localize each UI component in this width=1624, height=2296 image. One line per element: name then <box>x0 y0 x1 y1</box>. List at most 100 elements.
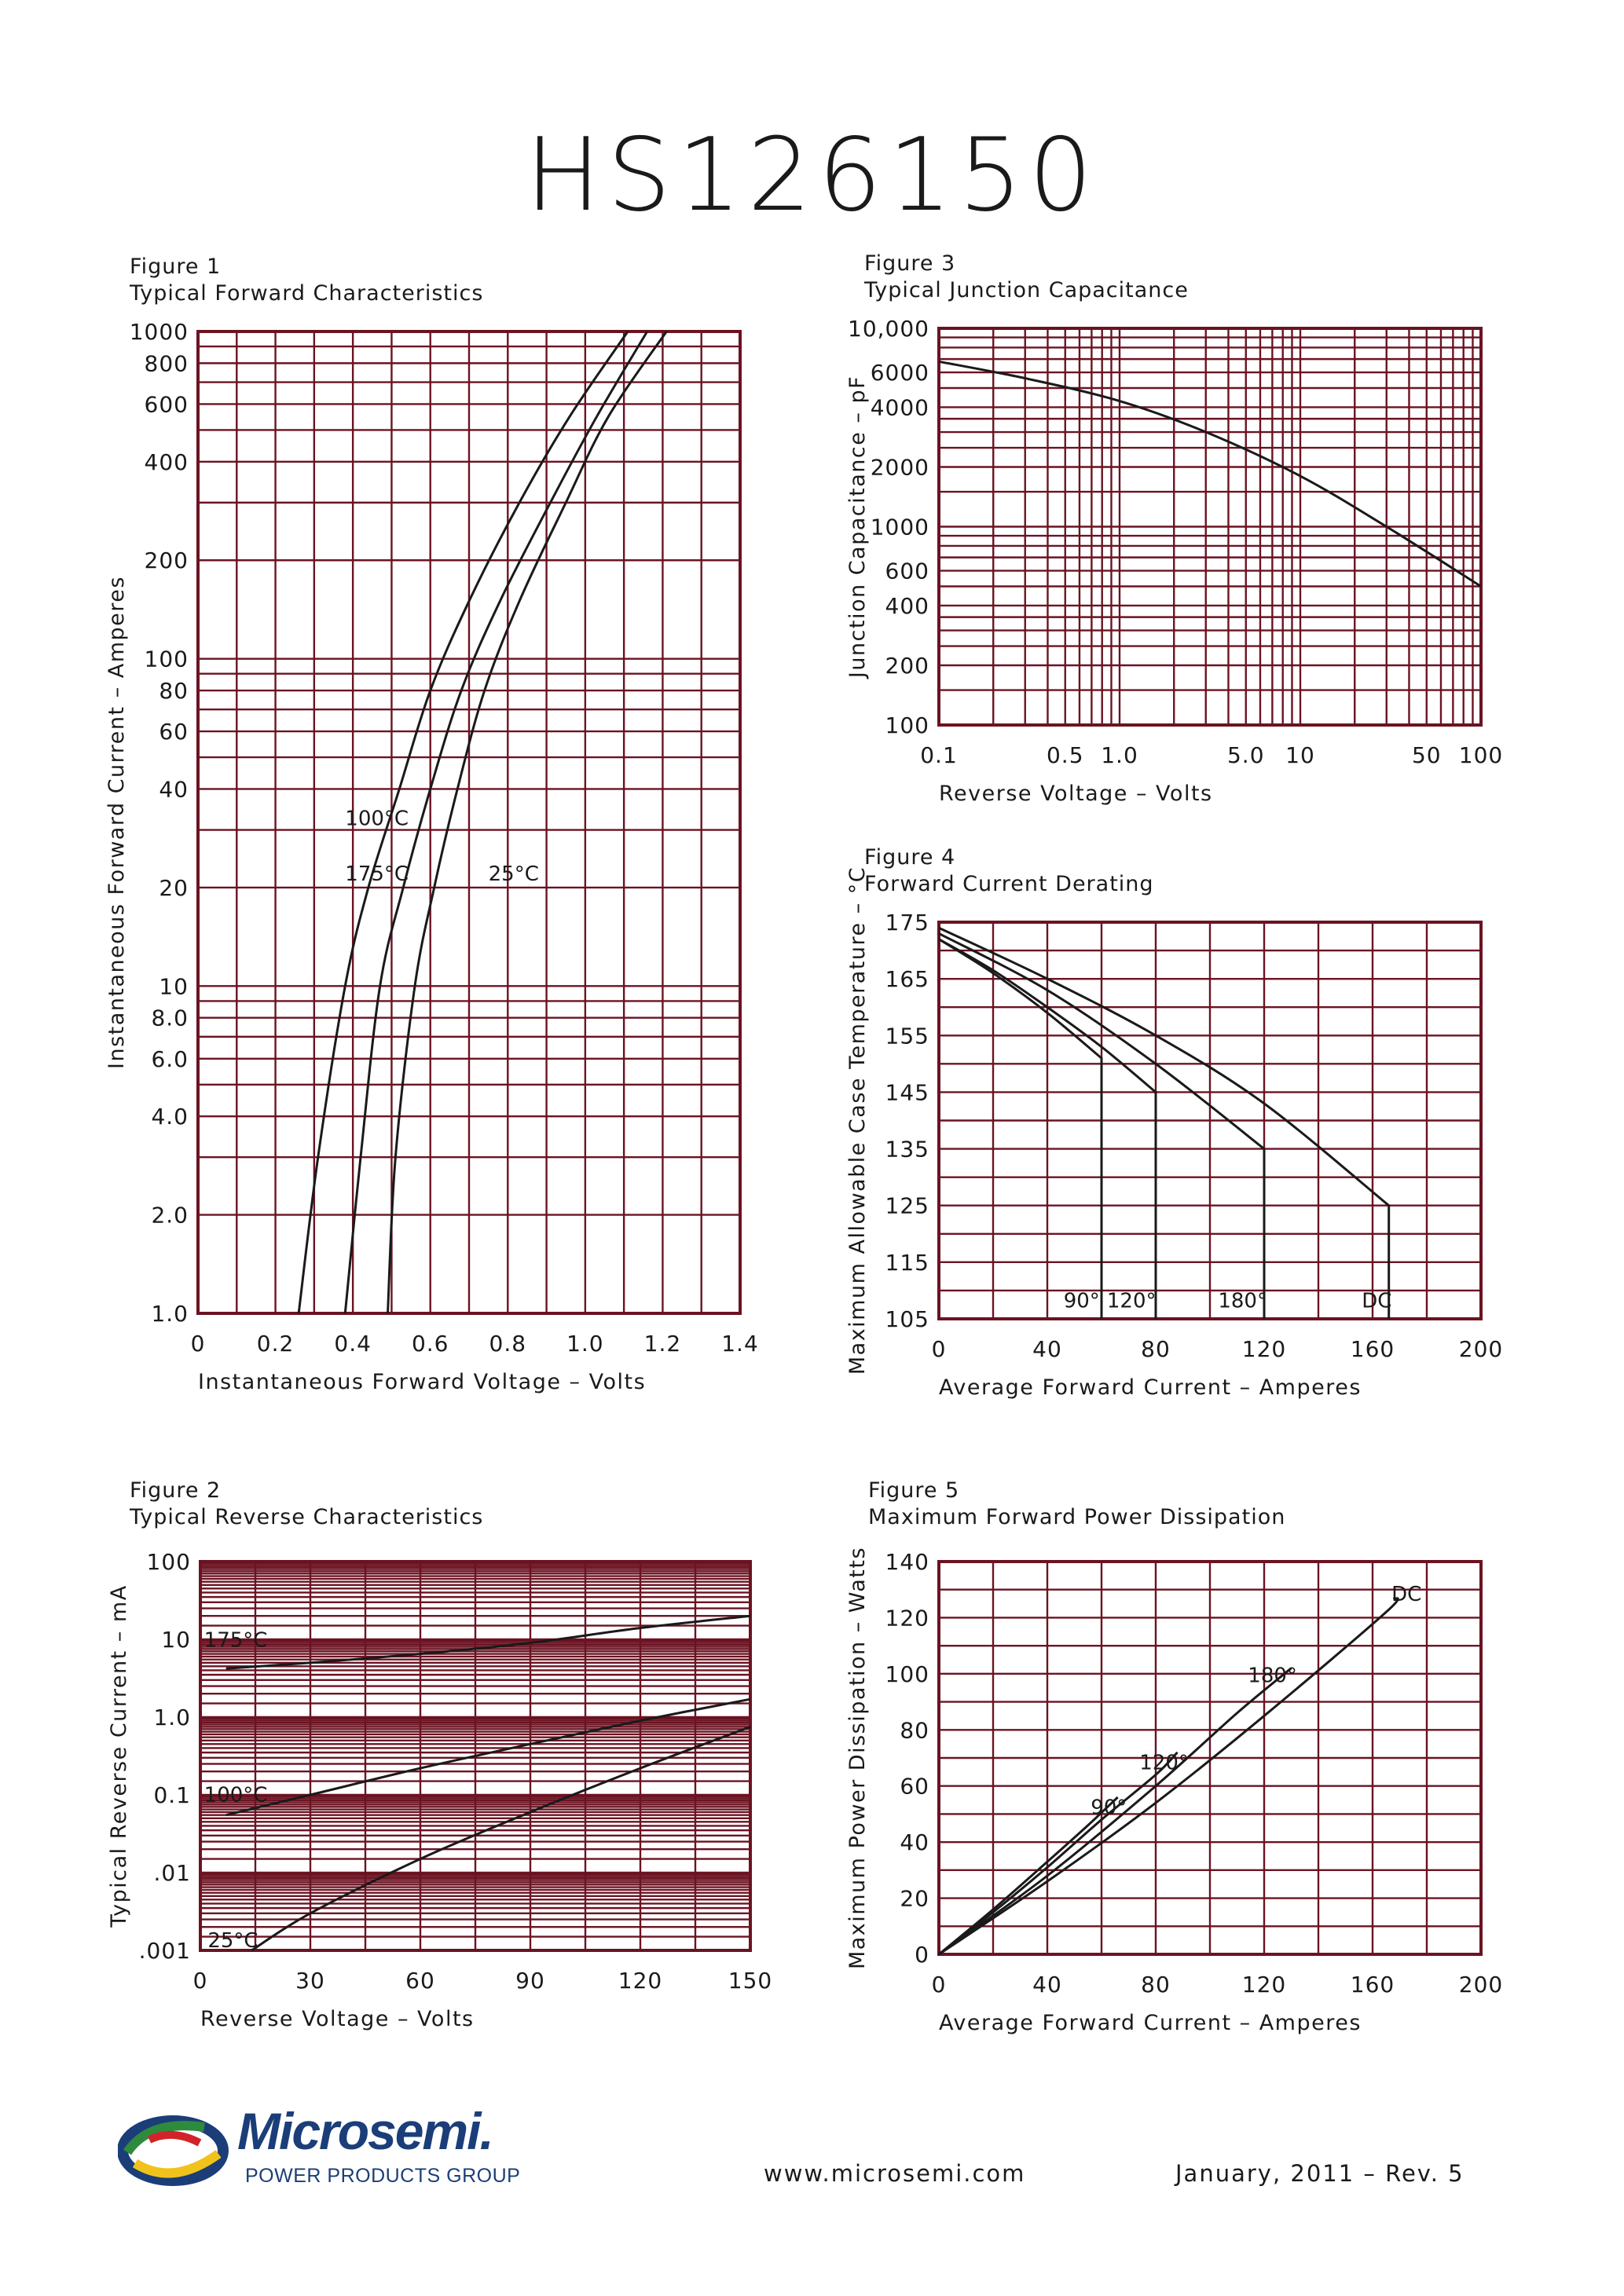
figure-4-chart: 0 40 80 120 160 200 105 115 125 135 145 155 165 175 Av… <box>845 866 1502 1400</box>
y-tick-label: 800 <box>145 350 189 376</box>
x-tick-label: 120 <box>1242 1336 1286 1362</box>
x-tick-label: 0.6 <box>412 1331 449 1357</box>
figure-5-chart: 0 40 80 120 160 200 0 20 40 60 80 100 120 140 Average … <box>845 1547 1503 2035</box>
x-tick-label: 100 <box>1459 742 1503 768</box>
y-tick-label: 120 <box>885 1605 929 1631</box>
y-tick-label: 1.0 <box>153 1705 191 1730</box>
y-tick-label: 145 <box>885 1079 929 1105</box>
series-line-120 <box>938 1751 1179 1956</box>
series-annotation: 25°C <box>489 862 539 886</box>
plot-frame <box>196 330 742 1315</box>
x-tick-label: 150 <box>728 1968 772 1994</box>
x-tick-label: 1.2 <box>644 1331 682 1357</box>
y-tick-label: 6000 <box>871 360 929 386</box>
y-tick-label: 100 <box>145 646 189 672</box>
series-annotation: 25°C <box>207 1929 258 1953</box>
footer-url: www.microsemi.com <box>764 2160 1026 2187</box>
y-tick-label: 115 <box>885 1250 929 1276</box>
grid <box>196 330 742 1315</box>
y-axis-label: Typical Reverse Current – mA <box>107 1584 131 1928</box>
plot-frame <box>199 1560 752 1952</box>
y-tick-label: 600 <box>145 391 189 417</box>
series-annotation: 175°C <box>345 862 409 886</box>
y-tick-label: 1000 <box>130 319 189 345</box>
figure-3-chart: 0.1 0.5 1.0 5.0 10 50 100 100 200 400 600 1000 2000 4… <box>845 316 1503 806</box>
footer-date: January, 2011 – Rev. 5 <box>1175 2160 1465 2187</box>
figure-number: Figure 5 <box>868 1478 960 1503</box>
x-tick-label: 80 <box>1141 1336 1171 1362</box>
x-tick-label: 0 <box>932 1972 947 1998</box>
x-axis-label: Instantaneous Forward Voltage – Volts <box>198 1370 646 1394</box>
series-line-100C <box>343 331 649 1314</box>
y-tick-label: 60 <box>900 1774 929 1800</box>
series-line-180 <box>938 932 1266 1319</box>
logo-swirl-icon <box>118 2115 229 2186</box>
y-tick-label: 4.0 <box>151 1104 189 1130</box>
x-tick-label: 5.0 <box>1227 742 1265 768</box>
logo-wordmark: Microsemi. <box>237 2102 494 2160</box>
y-tick-label: 1000 <box>871 514 929 540</box>
y-tick-label: 60 <box>159 719 189 745</box>
series-line-120 <box>938 938 1157 1319</box>
x-axis-label: Reverse Voltage – Volts <box>939 782 1213 806</box>
x-tick-label: 0 <box>191 1331 206 1357</box>
y-axis-label: Instantaneous Forward Current – Amperes <box>104 576 129 1069</box>
figure-1: Figure 1 Typical Forward Characteristics… <box>104 255 907 1406</box>
y-tick-label: 2000 <box>871 454 929 480</box>
y-tick-label: 40 <box>159 776 189 802</box>
series-line-100C <box>225 1697 751 1817</box>
x-tick-label: 0.2 <box>257 1331 295 1357</box>
figure-number: Figure 4 <box>864 845 956 870</box>
grid <box>937 327 1483 727</box>
x-tick-label: 160 <box>1351 1972 1395 1998</box>
x-tick-label: 0.5 <box>1047 742 1084 768</box>
figure-title: Typical Junction Capacitance <box>864 278 1189 302</box>
grid <box>199 1560 752 1952</box>
y-tick-label: 600 <box>885 558 929 584</box>
y-tick-label: 10 <box>161 1627 191 1653</box>
figure-title: Typical Forward Characteristics <box>130 281 484 306</box>
figure-1-chart: 0 0.2 0.4 0.6 0.8 1.0 1.2 1.4 1.0 2.0 4.0 6.0 8.0 10 2… <box>104 319 758 1394</box>
y-tick-label: 135 <box>885 1137 929 1163</box>
figure-5: Figure 5 Maximum Forward Power Dissipati… <box>845 1478 1624 2111</box>
y-axis-label: Maximum Power Dissipation – Watts <box>845 1547 870 1969</box>
y-tick-label: 200 <box>145 547 189 573</box>
y-tick-label: 80 <box>159 678 189 704</box>
y-tick-label: 400 <box>145 449 189 475</box>
x-tick-label: 50 <box>1412 742 1442 768</box>
y-tick-label: 4000 <box>871 394 929 420</box>
figure-2: Figure 2 Typical Reverse Characteristics… <box>107 1478 907 2111</box>
x-tick-label: 160 <box>1351 1336 1395 1362</box>
series-line-25C <box>251 1725 751 1952</box>
y-tick-label: 155 <box>885 1023 929 1049</box>
series-annotation: 100°C <box>204 1784 268 1807</box>
y-tick-label: 20 <box>159 875 189 901</box>
y-tick-label: 100 <box>885 712 929 738</box>
y-tick-label: 0 <box>915 1942 929 1968</box>
y-axis-label: Junction Capacitance – pF <box>845 375 870 679</box>
x-tick-label: 0.1 <box>920 742 958 768</box>
x-tick-label: 200 <box>1459 1972 1503 1998</box>
figure-4: Figure 4 Forward Current Derating 0 40 80 1… <box>845 845 1624 1478</box>
series-line-90 <box>938 1796 1119 1956</box>
y-tick-label: 0.1 <box>153 1782 191 1808</box>
y-tick-label: 20 <box>900 1886 929 1912</box>
y-tick-label: 165 <box>885 966 929 992</box>
x-tick-label: 80 <box>1141 1972 1171 1998</box>
y-tick-label: 105 <box>885 1306 929 1332</box>
series-annotation: DC <box>1391 1583 1421 1606</box>
plot-frame <box>937 921 1483 1320</box>
y-tick-label: 10 <box>159 973 189 999</box>
figure-number: Figure 1 <box>130 255 222 279</box>
y-tick-label: .01 <box>153 1860 191 1886</box>
figure-title: Typical Reverse Characteristics <box>130 1505 484 1529</box>
x-tick-label: 90 <box>515 1968 545 1994</box>
x-tick-label: 120 <box>1242 1972 1286 1998</box>
y-tick-label: .001 <box>139 1938 191 1964</box>
microsemi-logo: Microsemi. POWER PRODUCTS GROUP <box>118 2105 526 2199</box>
document-title: HS126150 <box>525 117 1099 234</box>
x-tick-label: 30 <box>295 1968 325 1994</box>
y-tick-label: 10,000 <box>848 316 929 342</box>
series-annotation: DC <box>1362 1290 1391 1313</box>
y-tick-label: 140 <box>885 1549 929 1575</box>
